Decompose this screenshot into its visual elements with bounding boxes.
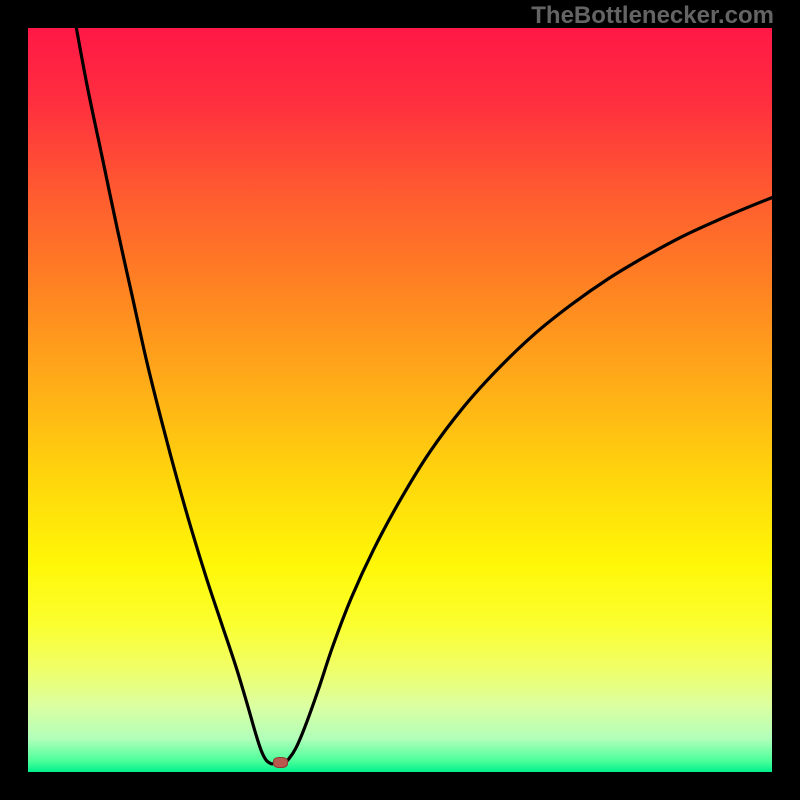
curve-path: [76, 28, 772, 764]
apex-marker: [273, 757, 288, 768]
chart-frame: TheBottlenecker.com: [0, 0, 800, 800]
watermark-text: TheBottlenecker.com: [531, 2, 774, 30]
plot-area: [28, 28, 772, 772]
bottleneck-curve: [28, 28, 772, 772]
